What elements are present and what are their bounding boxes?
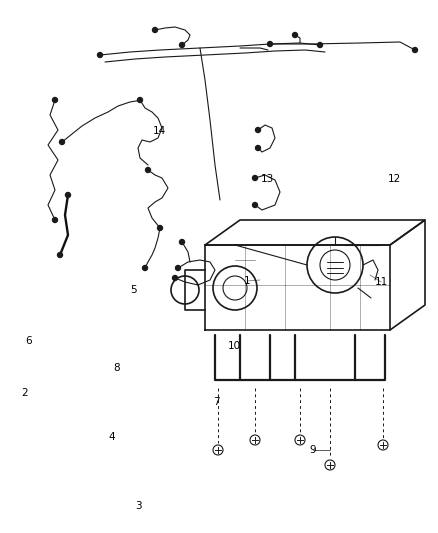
Circle shape	[318, 43, 322, 47]
Text: 14: 14	[153, 126, 166, 135]
Circle shape	[98, 52, 102, 58]
Circle shape	[255, 146, 261, 150]
Text: 11: 11	[374, 278, 388, 287]
Text: 10: 10	[228, 342, 241, 351]
Circle shape	[173, 276, 177, 280]
Text: 7: 7	[213, 398, 220, 407]
Circle shape	[57, 253, 63, 257]
Circle shape	[53, 98, 57, 102]
Text: 5: 5	[130, 286, 137, 295]
Text: 6: 6	[25, 336, 32, 346]
Circle shape	[138, 98, 142, 102]
Circle shape	[53, 217, 57, 222]
Text: 1: 1	[244, 277, 251, 286]
Circle shape	[145, 167, 151, 173]
Circle shape	[180, 239, 184, 245]
Circle shape	[142, 265, 148, 271]
Circle shape	[60, 140, 64, 144]
Circle shape	[413, 47, 417, 52]
Circle shape	[66, 192, 71, 198]
Circle shape	[180, 43, 184, 47]
Circle shape	[158, 225, 162, 230]
Circle shape	[268, 42, 272, 46]
Text: 12: 12	[388, 174, 401, 183]
Circle shape	[255, 127, 261, 133]
Text: 3: 3	[134, 502, 141, 511]
Circle shape	[252, 175, 258, 181]
Text: 4: 4	[108, 432, 115, 442]
Text: 8: 8	[113, 363, 120, 373]
Text: 13: 13	[261, 174, 274, 183]
Text: 9: 9	[310, 446, 317, 455]
Circle shape	[252, 203, 258, 207]
Text: 2: 2	[21, 389, 28, 398]
Circle shape	[176, 265, 180, 271]
Circle shape	[152, 28, 158, 33]
Circle shape	[293, 33, 297, 37]
